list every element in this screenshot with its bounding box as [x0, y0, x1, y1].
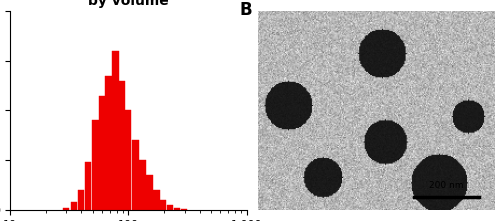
Bar — [92, 120, 98, 210]
Bar — [112, 51, 118, 210]
Bar — [181, 209, 188, 210]
Bar — [132, 140, 138, 210]
Bar — [140, 160, 145, 210]
Bar — [105, 76, 112, 210]
Bar — [125, 110, 132, 210]
Bar — [153, 190, 160, 210]
Text: B: B — [240, 1, 252, 19]
Bar — [99, 95, 105, 210]
Bar — [85, 162, 91, 210]
Bar — [63, 208, 70, 210]
Text: 200 nm: 200 nm — [430, 181, 464, 190]
Bar — [146, 175, 152, 210]
Bar — [119, 81, 126, 210]
Title: Size distribution
by volume: Size distribution by volume — [64, 0, 192, 8]
Bar — [160, 200, 166, 210]
Bar — [174, 208, 180, 210]
Bar — [167, 205, 173, 210]
Bar — [78, 190, 84, 210]
Bar — [71, 202, 78, 210]
